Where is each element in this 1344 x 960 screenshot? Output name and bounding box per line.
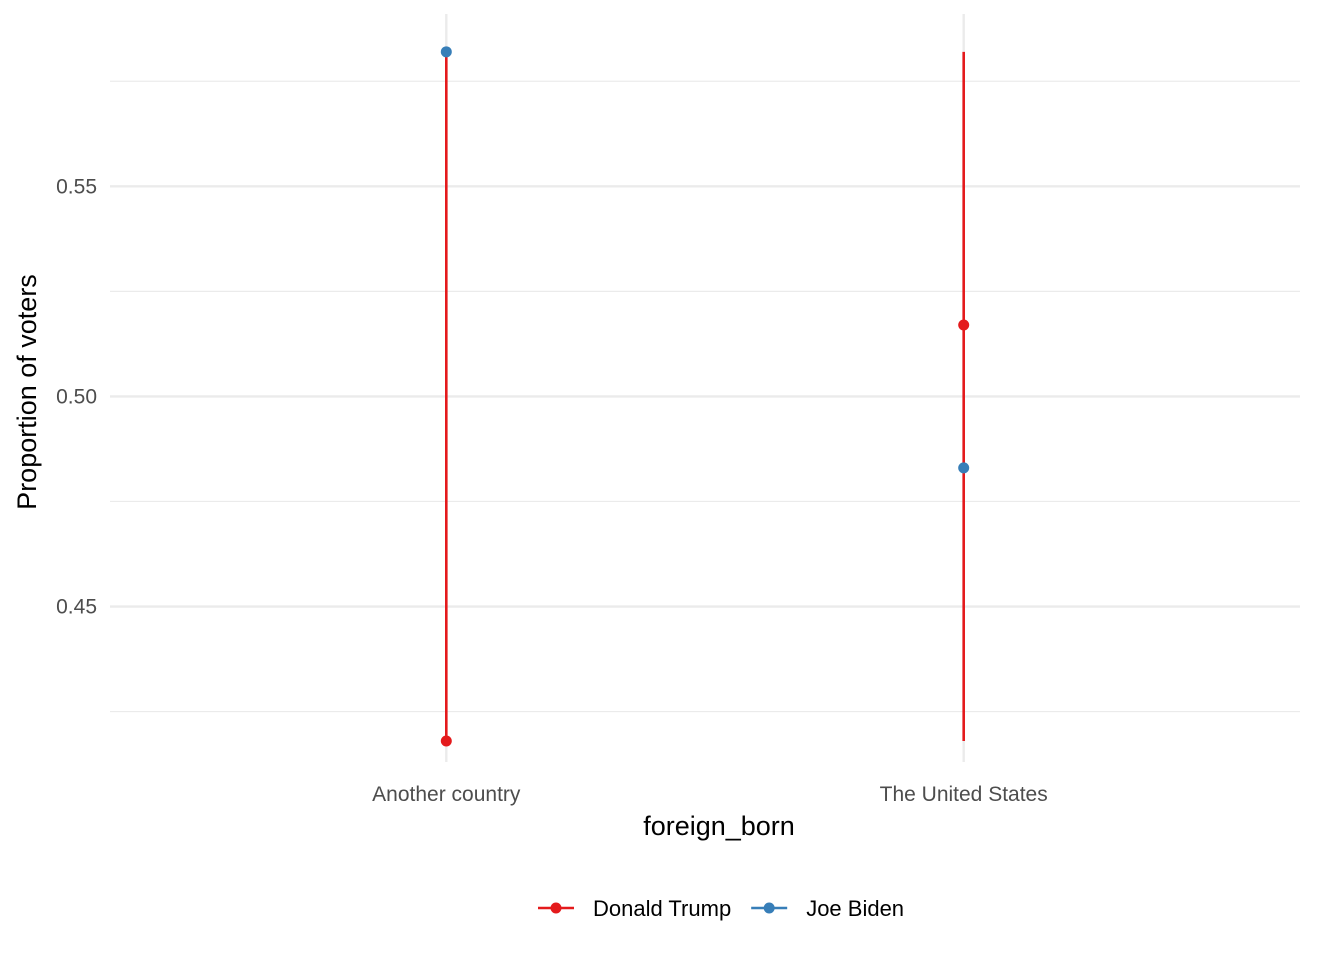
y-tick-label-2: 0.55: [56, 175, 97, 198]
point-1-1: [958, 462, 970, 474]
x-axis-title: foreign_born: [643, 811, 795, 841]
legend-key-point-1: [763, 902, 775, 914]
major-gridlines: [110, 185, 1300, 608]
point-0-1: [958, 319, 970, 331]
point-1-0: [440, 46, 452, 58]
y-tick-labels: 0.45 0.50 0.55: [56, 175, 97, 618]
y-axis-title: Proportion of voters: [12, 274, 42, 510]
legend-label-1: Joe Biden: [806, 896, 904, 921]
data-points: [440, 46, 970, 747]
y-tick-label-1: 0.50: [56, 385, 97, 408]
range-lines: [445, 51, 965, 741]
legend-item-1: Joe Biden: [751, 896, 904, 921]
point-0-0: [440, 735, 452, 747]
vertical-gridlines: [445, 14, 965, 762]
x-tick-label-1: The United States: [880, 783, 1048, 806]
x-tick-label-0: Another country: [372, 783, 521, 806]
legend-key-point-0: [550, 902, 562, 914]
legend: Donald Trump Joe Biden: [538, 896, 904, 921]
minor-gridlines: [110, 80, 1300, 713]
x-tick-labels: Another country The United States: [372, 783, 1048, 806]
y-tick-label-0: 0.45: [56, 596, 97, 619]
legend-item-0: Donald Trump: [538, 896, 731, 921]
legend-label-0: Donald Trump: [593, 896, 731, 921]
